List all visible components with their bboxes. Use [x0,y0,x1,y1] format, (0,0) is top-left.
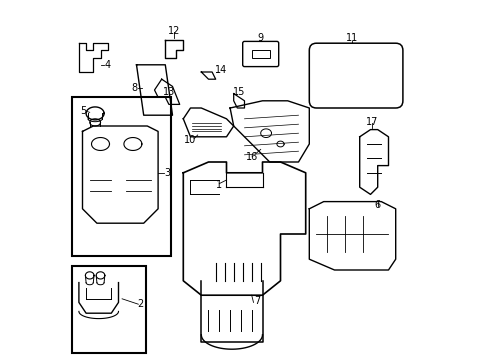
Text: 12: 12 [168,26,180,36]
Text: 6: 6 [374,200,380,210]
Text: 16: 16 [245,152,257,162]
Text: 3: 3 [163,168,170,178]
Bar [72,266,145,353]
Text: 17: 17 [366,117,378,127]
Text: 7: 7 [253,296,260,306]
Text: 2: 2 [137,299,143,309]
Bar [251,50,269,58]
Text: 1: 1 [216,180,222,190]
Text: 11: 11 [346,33,358,43]
Text: 13: 13 [163,87,175,97]
Text: 8: 8 [131,83,137,93]
Text: 9: 9 [257,33,263,43]
FancyBboxPatch shape [309,43,402,108]
Text: 15: 15 [232,87,245,97]
FancyBboxPatch shape [242,41,278,67]
Bar [72,97,170,256]
Text: 5: 5 [81,105,86,116]
Text: 10: 10 [184,135,196,145]
Text: 4: 4 [104,60,111,70]
Text: 14: 14 [215,65,227,75]
